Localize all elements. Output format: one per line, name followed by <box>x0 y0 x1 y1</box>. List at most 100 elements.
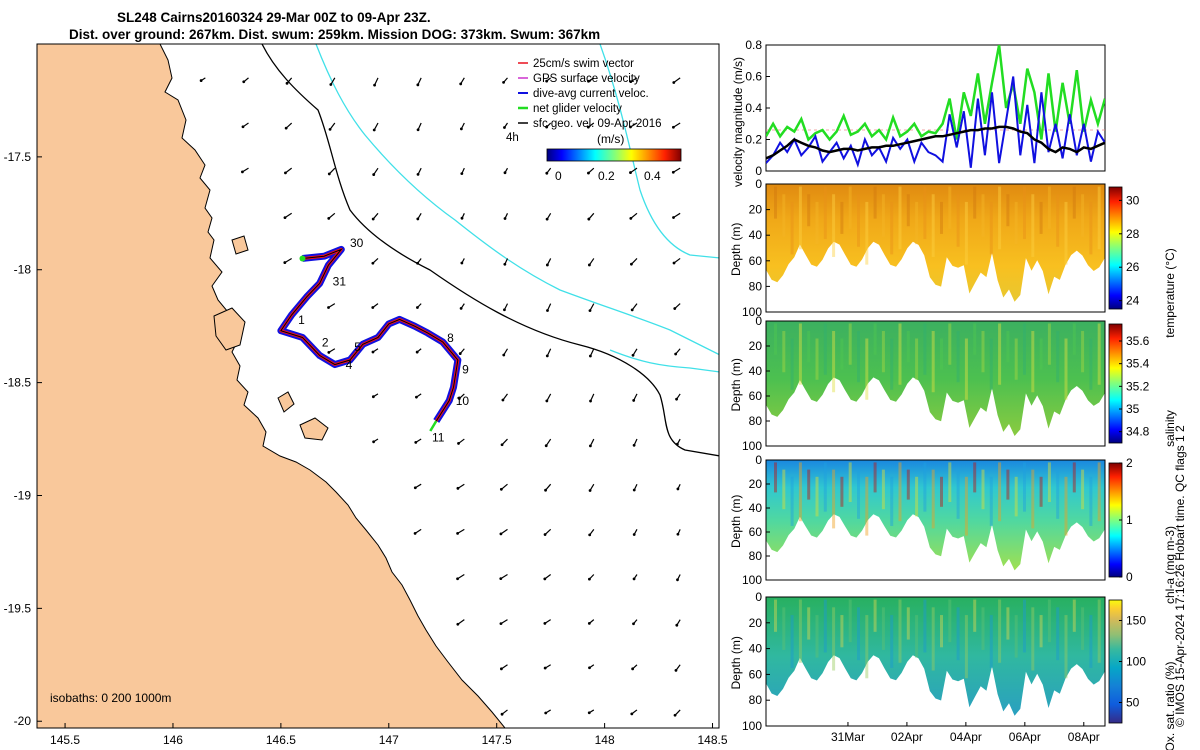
geo-velocity-arrowhead <box>630 308 634 312</box>
section-streak <box>790 615 794 668</box>
geo-velocity-arrowhead <box>676 532 680 536</box>
colorbar-tick-4: 34.8 <box>1126 425 1150 439</box>
geo-velocity-arrowhead <box>587 621 591 625</box>
section-streak <box>890 615 894 668</box>
geo-velocity-arrowhead <box>632 577 636 581</box>
section-y-tick-0: 0 <box>755 314 762 328</box>
island-dunk <box>231 235 249 255</box>
geo-velocity-arrowhead <box>327 306 330 309</box>
section-streak <box>956 469 960 519</box>
section-fill <box>766 321 1105 436</box>
section-streak <box>1089 615 1093 668</box>
section-fill <box>766 184 1105 302</box>
geo-velocity-arrowhead <box>285 81 289 85</box>
track-end-marker <box>429 420 438 432</box>
colorbar-tick-2: 35.2 <box>1126 379 1150 393</box>
colorbar-tick-0: 35.6 <box>1126 334 1150 348</box>
geo-velocity-arrowhead <box>416 217 420 221</box>
chl-a-section: 0 20 40 60 80 100 Depth (m) 2 1 0 chl-a (mg m-3) <box>729 453 1177 604</box>
section-streak <box>923 186 927 240</box>
section-streak <box>1089 476 1093 526</box>
geo-velocity-arrowhead <box>241 125 245 129</box>
section-y-tick-1: 20 <box>749 339 763 353</box>
section-streak <box>956 331 960 383</box>
geo-velocity-arrowhead <box>372 173 376 176</box>
section-streak <box>1039 201 1043 234</box>
velocity-series-current <box>766 76 1105 168</box>
geo-velocity-arrowhead <box>545 171 549 175</box>
geo-velocity-arrowhead <box>414 440 418 444</box>
geo-velocity-arrowhead <box>675 442 679 446</box>
section-streak <box>1047 462 1051 502</box>
surface-velocity-vectors <box>199 77 681 717</box>
section-y-tick-2: 40 <box>749 228 763 242</box>
day-label-30: 30 <box>350 236 364 250</box>
geo-velocity-arrowhead <box>589 444 592 448</box>
section-y-tick-5: 100 <box>742 439 762 453</box>
track-line <box>280 248 459 422</box>
glider-track <box>277 245 462 432</box>
section-streak <box>1047 186 1051 229</box>
section-streak <box>906 194 910 227</box>
geo-velocity-arrowhead <box>544 444 548 448</box>
section-streak <box>774 323 777 355</box>
section-streak <box>898 462 902 522</box>
geo-velocity-arrowhead <box>283 261 287 264</box>
section-streak <box>790 338 794 390</box>
geo-velocity-arrowhead <box>503 308 506 312</box>
section-streak <box>915 615 919 658</box>
geo-velocity-arrowhead <box>629 171 632 174</box>
geo-velocity-arrowhead <box>284 171 287 175</box>
geo-velocity-arrowhead <box>241 170 244 174</box>
section-streak <box>956 194 960 247</box>
map-y-tick-2: -18.5 <box>4 376 32 390</box>
section-streak <box>1056 331 1060 383</box>
colorbar-tick-2: 0.4 <box>644 169 661 183</box>
section-streak <box>1097 323 1101 385</box>
section-streak <box>798 599 802 663</box>
section-streak <box>790 201 794 255</box>
section-y-tick-4: 80 <box>749 693 763 707</box>
section-streak <box>1097 186 1101 250</box>
day-label-31: 31 <box>333 275 347 289</box>
day-label-5: 5 <box>354 340 361 354</box>
map-x-tick-1: 146 <box>163 733 183 747</box>
geo-velocity-arrowhead <box>460 216 464 220</box>
geo-velocity-arrowhead <box>416 173 420 176</box>
section-streak <box>782 331 786 373</box>
geo-velocity-arrowhead <box>416 83 420 87</box>
geo-velocity-arrowhead <box>284 126 288 130</box>
geo-velocity-arrowhead <box>674 352 678 356</box>
oxygen-section: 0 20 40 60 80 100 Depth (m) 150 100 50 Ox. sat. ra… <box>729 590 1177 750</box>
map-frame <box>36 43 720 729</box>
colorbar-tick-0: 150 <box>1126 614 1146 628</box>
legend-geo-velocity: sfc geo. vel. 09-Apr-2016 <box>533 118 662 130</box>
section-y-tick-0: 0 <box>755 453 762 467</box>
geo-velocity-arrowhead <box>588 354 592 358</box>
geo-velocity-arrowhead <box>676 578 679 582</box>
section-streak <box>998 462 1002 522</box>
section-streak <box>1006 331 1010 363</box>
map-x-tick-5: 148 <box>595 733 615 747</box>
geo-velocity-arrowhead <box>327 350 331 354</box>
geo-velocity-arrowhead <box>499 622 503 626</box>
section-profile <box>766 184 1105 302</box>
geo-velocity-arrowhead <box>672 81 676 84</box>
day-label-4: 4 <box>346 358 353 372</box>
colorbar-tick-2: 50 <box>1126 696 1140 710</box>
section-streak <box>940 201 943 234</box>
geo-velocity-arrowhead <box>587 171 590 175</box>
section-streak <box>915 338 919 380</box>
island-magnetic <box>299 417 329 441</box>
geo-velocity-arrowhead <box>672 261 676 265</box>
section-profile <box>766 460 1105 571</box>
geo-velocity-arrowhead <box>588 666 591 670</box>
colorbar-tick-1: 1 <box>1126 513 1133 527</box>
section-streak <box>815 338 819 380</box>
section-streak <box>989 201 993 255</box>
geo-velocity-arrowhead <box>459 307 463 310</box>
section-streak <box>931 194 935 257</box>
section-streak <box>890 476 894 526</box>
section-streak <box>873 323 877 355</box>
colorbar-label: chl-a (mg m-3) <box>1163 526 1177 604</box>
